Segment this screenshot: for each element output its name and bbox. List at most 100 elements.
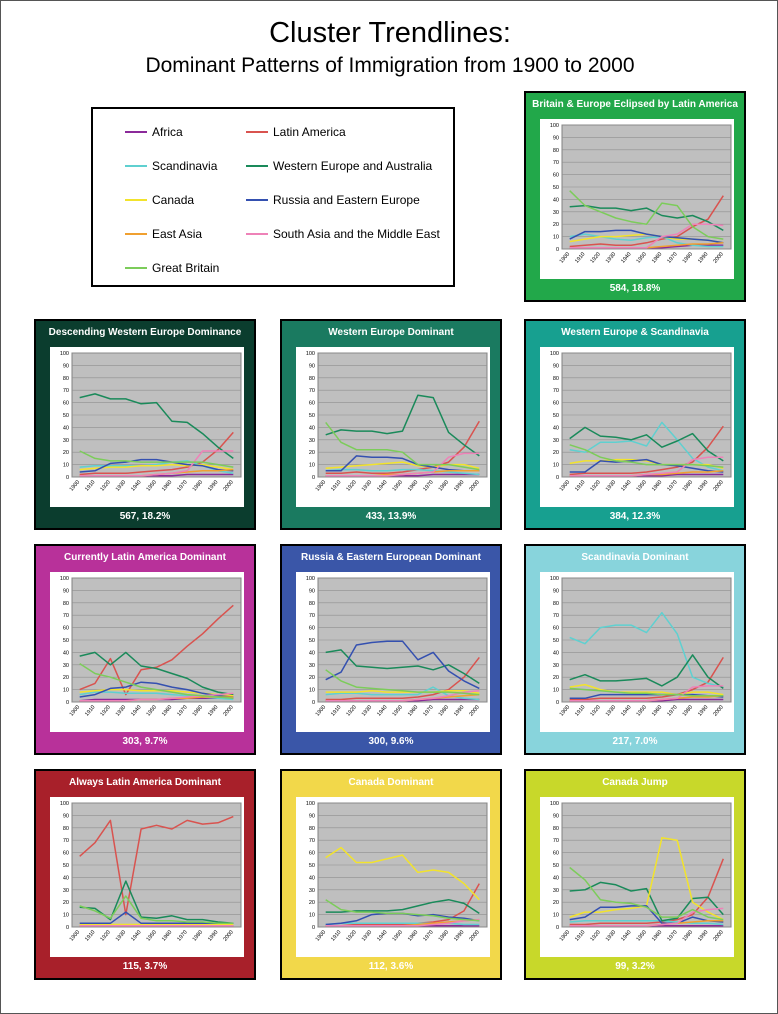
y-tick-label: 70 [553,613,559,619]
x-tick-label: 1980 [438,479,450,492]
x-tick-label: 1930 [605,251,617,264]
x-tick-label: 1940 [130,704,142,717]
y-tick-label: 50 [309,413,315,419]
cluster-panel: Western Europe Dominant 0 10 20 30 40 50 60 70 8… [280,319,502,530]
y-tick-label: 70 [553,160,559,166]
chart-area: 0 10 20 30 40 50 60 70 80 90 100 1900 1910 1920 1930 19… [50,347,244,507]
x-tick-label: 1900 [69,704,81,717]
x-tick-label: 1970 [176,704,188,717]
y-tick-label: 10 [63,688,69,694]
y-tick-label: 30 [553,663,559,669]
series-line [79,458,234,473]
x-tick-label: 1910 [330,479,342,492]
x-tick-label: 1950 [146,704,158,717]
cluster-panel: Canada Jump 0 10 20 30 40 50 60 70 80 90 100 1900 19… [524,769,746,980]
y-tick-label: 80 [309,376,315,382]
x-tick-label: 1920 [345,704,357,717]
panel-title: Scandinavia Dominant [581,552,689,563]
x-tick-label: 1990 [453,704,465,717]
x-tick-label: 1980 [192,704,204,717]
y-tick-label: 20 [309,450,315,456]
x-tick-label: 1950 [392,479,404,492]
cluster-panel: Britain & Europe Eclipsed by Latin Ameri… [524,91,746,302]
panel-caption: 567, 18.2% [119,511,171,522]
series-line [79,662,234,700]
y-tick-label: 60 [63,851,69,857]
x-tick-label: 1960 [651,704,663,717]
x-tick-label: 1960 [407,704,419,717]
x-tick-label: 1960 [161,479,173,492]
x-tick-label: 1910 [330,929,342,942]
panel-title: Canada Jump [602,777,668,788]
y-tick-label: 80 [309,826,315,832]
y-tick-label: 90 [309,363,315,369]
series-line [325,394,480,457]
x-tick-label: 1950 [636,704,648,717]
x-tick-label: 2000 [712,704,724,717]
x-tick-label: 2000 [468,929,480,942]
x-tick-label: 2000 [712,479,724,492]
chart-area: 0 10 20 30 40 50 60 70 80 90 100 1900 1910 1920 1930 19… [296,572,490,732]
series-line [325,690,480,695]
x-tick-label: 1910 [330,704,342,717]
y-tick-label: 30 [309,663,315,669]
y-tick-label: 40 [309,875,315,881]
x-tick-label: 1970 [422,704,434,717]
y-tick-label: 40 [63,650,69,656]
legend-swatch [125,131,147,133]
series-line [569,920,724,926]
x-tick-label: 1950 [146,479,158,492]
series-line [79,681,234,698]
series-line [569,425,724,476]
panel-caption: 99, 3.2% [615,961,655,972]
y-tick-label: 0 [66,925,69,931]
x-tick-label: 1960 [651,479,663,492]
panel-caption: 112, 3.6% [368,961,414,972]
x-tick-label: 1960 [161,704,173,717]
panel-caption: 384, 12.3% [609,511,661,522]
legend-swatch [246,233,268,235]
legend-label: Latin America [273,125,346,139]
series-line [79,463,234,471]
series-line [569,229,724,244]
y-tick-label: 90 [309,813,315,819]
y-tick-label: 10 [309,913,315,919]
y-tick-label: 40 [309,425,315,431]
series-line [79,815,234,916]
series-line [569,866,724,921]
panel-title: Currently Latin America Dominant [64,552,226,563]
y-tick-label: 60 [63,626,69,632]
series-line [79,431,234,476]
series-line [569,685,724,702]
panel-title: Descending Western Europe Dominance [48,327,242,338]
x-tick-label: 1980 [192,929,204,942]
legend-label: Canada [152,193,195,207]
y-tick-label: 20 [63,900,69,906]
series-line [569,693,724,700]
y-tick-label: 40 [553,875,559,881]
panel-caption: 303, 9.7% [122,736,168,747]
y-tick-label: 40 [63,875,69,881]
x-tick-label: 1980 [682,704,694,717]
y-tick-label: 10 [553,463,559,469]
chart-area: 0 10 20 30 40 50 60 70 80 90 100 1900 1910 1920 1930 19… [296,347,490,507]
y-tick-label: 60 [553,401,559,407]
y-tick-label: 0 [556,475,559,481]
y-tick-label: 10 [63,463,69,469]
legend-label: Great Britain [152,261,220,275]
y-tick-label: 60 [309,626,315,632]
y-tick-label: 20 [553,222,559,228]
page-title: Cluster Trendlines: [269,17,511,49]
y-tick-label: 50 [63,863,69,869]
legend-swatch [246,199,268,201]
y-tick-label: 90 [63,588,69,594]
x-tick-label: 1920 [99,704,111,717]
y-tick-label: 100 [550,123,559,129]
x-tick-label: 1920 [589,251,601,264]
y-tick-label: 70 [553,838,559,844]
x-tick-label: 1900 [315,929,327,942]
